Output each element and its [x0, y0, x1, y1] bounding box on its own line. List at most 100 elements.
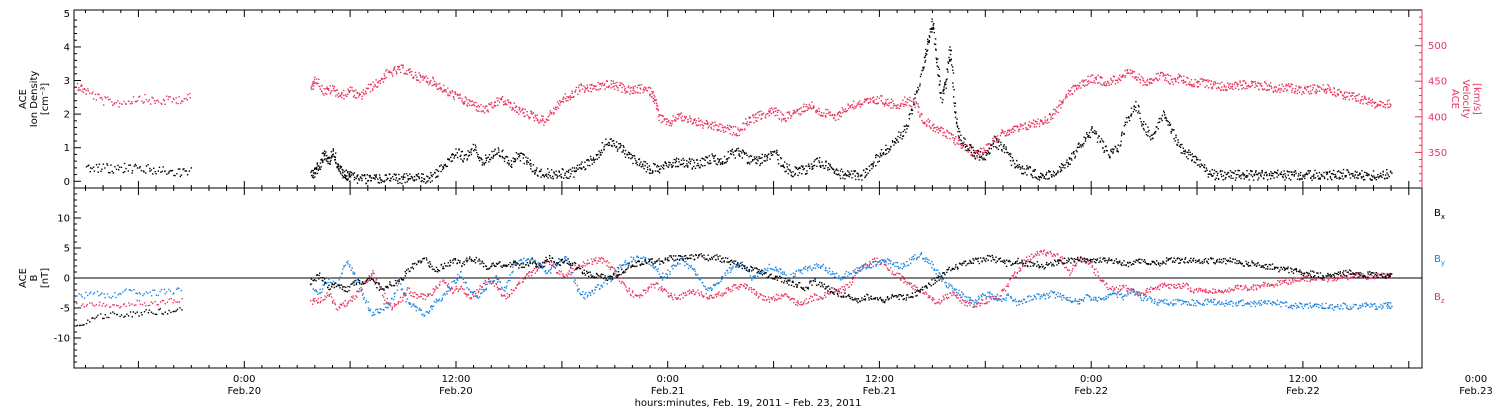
density-point	[1237, 174, 1238, 175]
bz-point	[318, 298, 319, 299]
top-left-ylabel: Ion Density	[29, 71, 40, 128]
bz-point	[803, 302, 804, 303]
bz-point	[320, 302, 321, 303]
density-point	[616, 146, 617, 147]
density-point	[571, 171, 572, 172]
velocity-point	[885, 99, 886, 100]
density-point	[1041, 173, 1042, 174]
density-point	[471, 148, 472, 149]
velocity-point	[834, 115, 835, 116]
density-point	[393, 179, 394, 180]
density-point	[1291, 171, 1292, 172]
density-point	[1387, 177, 1388, 178]
density-point	[146, 165, 147, 166]
density-point	[151, 169, 152, 170]
velocity-point	[635, 92, 636, 93]
density-point	[1233, 173, 1234, 174]
velocity-point	[569, 97, 570, 98]
bz-point	[606, 260, 607, 261]
bz-point	[939, 303, 940, 304]
velocity-point	[585, 87, 586, 88]
density-point	[1080, 144, 1081, 145]
velocity-point	[1123, 75, 1124, 76]
y-tick-label: 3	[64, 76, 70, 87]
density-point	[1383, 171, 1384, 172]
bz-point	[889, 270, 890, 271]
density-point	[959, 131, 960, 132]
velocity-point	[1281, 84, 1282, 85]
velocity-point	[330, 93, 331, 94]
velocity-point	[722, 127, 723, 128]
velocity-point	[1054, 109, 1055, 110]
velocity-point	[1072, 93, 1073, 94]
velocity-point	[557, 101, 558, 102]
density-point	[325, 151, 326, 152]
density-point	[980, 157, 981, 158]
velocity-point	[1385, 107, 1386, 108]
density-point	[676, 161, 677, 162]
density-point	[770, 151, 771, 152]
velocity-point	[1273, 92, 1274, 93]
density-point	[362, 175, 363, 176]
density-point	[460, 158, 461, 159]
velocity-point	[1149, 83, 1150, 84]
density-point	[973, 150, 974, 151]
velocity-point	[1224, 86, 1225, 87]
velocity-point	[1258, 89, 1259, 90]
velocity-point	[896, 108, 897, 109]
density-point	[975, 158, 976, 159]
density-point	[761, 157, 762, 158]
velocity-point	[1029, 127, 1030, 128]
velocity-point	[1158, 73, 1159, 74]
velocity-point	[1185, 81, 1186, 82]
density-point	[1322, 175, 1323, 176]
density-point	[730, 150, 731, 151]
velocity-point	[116, 102, 117, 103]
density-point	[1149, 136, 1150, 137]
velocity-point	[399, 66, 400, 67]
velocity-point	[85, 90, 86, 91]
velocity-point	[319, 86, 320, 87]
density-point	[1366, 175, 1367, 176]
bz-point	[672, 299, 673, 300]
velocity-point	[489, 103, 490, 104]
velocity-point	[678, 114, 679, 115]
bz-point	[732, 290, 733, 291]
velocity-point	[1158, 80, 1159, 81]
density-point	[952, 66, 953, 67]
density-point	[467, 150, 468, 151]
density-point	[606, 144, 607, 145]
density-point	[485, 155, 486, 156]
density-point	[1297, 179, 1298, 180]
density-point	[366, 183, 367, 184]
velocity-point	[403, 65, 404, 66]
velocity-point	[887, 99, 888, 100]
density-point	[530, 165, 531, 166]
velocity-point	[1082, 85, 1083, 86]
velocity-point	[1011, 132, 1012, 133]
velocity-point	[1202, 78, 1203, 79]
density-point	[355, 178, 356, 179]
density-point	[1083, 143, 1084, 144]
density-point	[1032, 177, 1033, 178]
velocity-point	[428, 84, 429, 85]
velocity-point	[827, 109, 828, 110]
density-point	[872, 163, 873, 164]
density-point	[315, 172, 316, 173]
velocity-point	[1147, 79, 1148, 80]
bz-point	[804, 300, 805, 301]
velocity-point	[1044, 116, 1045, 117]
bz-point	[81, 305, 82, 306]
density-point	[1373, 175, 1374, 176]
velocity-point	[451, 90, 452, 91]
density-point	[818, 160, 819, 161]
velocity-point	[630, 87, 631, 88]
density-point	[801, 173, 802, 174]
velocity-point	[1344, 97, 1345, 98]
density-point	[353, 173, 354, 174]
density-point	[1166, 117, 1167, 118]
bz-point	[665, 289, 666, 290]
velocity-point	[593, 88, 594, 89]
velocity-point	[791, 115, 792, 116]
density-point	[1273, 177, 1274, 178]
